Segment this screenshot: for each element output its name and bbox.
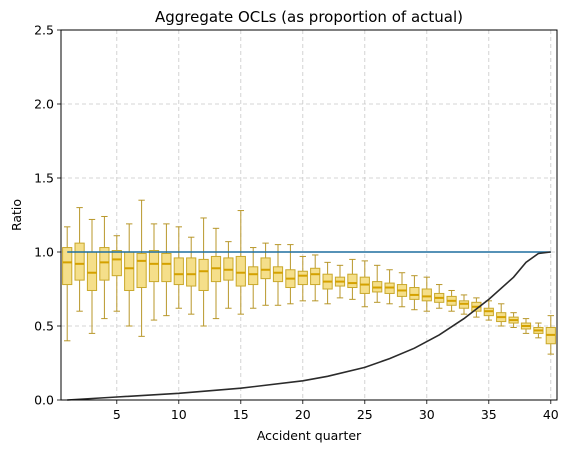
x-tick-label: 10: [171, 407, 187, 422]
box-group: [322, 261, 333, 305]
y-tick-label: 2.5: [34, 23, 54, 38]
box-group: [421, 276, 432, 312]
box-body: [272, 266, 284, 283]
box-group: [235, 210, 246, 315]
box-group: [74, 207, 85, 312]
y-tick-label: 2.0: [34, 97, 54, 112]
y-tick-label: 0.5: [34, 319, 54, 334]
box-body: [347, 273, 358, 289]
box-body: [161, 252, 172, 283]
y-tick-label: 1.5: [34, 171, 54, 186]
box-group: [260, 242, 271, 306]
box-body: [173, 257, 184, 286]
box-group: [297, 255, 308, 302]
box-group: [285, 244, 296, 305]
box-group: [186, 236, 197, 315]
box-group: [396, 272, 408, 308]
box-body: [186, 257, 197, 287]
box-group: [334, 264, 346, 299]
x-tick-label: 30: [419, 407, 435, 422]
box-group: [359, 260, 370, 308]
box-body: [136, 252, 147, 289]
x-tick-label: 35: [481, 407, 497, 422]
box-body: [310, 267, 321, 286]
plot-marks: [62, 199, 556, 401]
box-group: [409, 275, 420, 311]
box-group: [508, 312, 519, 328]
box-body: [235, 255, 246, 287]
cumulative-curve: [67, 251, 551, 401]
box-body: [124, 251, 135, 291]
box-body: [148, 250, 160, 283]
box-body: [248, 266, 259, 286]
box-group: [99, 215, 110, 320]
box-body: [86, 251, 98, 291]
x-tick-label: 15: [233, 407, 249, 422]
box-group: [384, 269, 395, 305]
axis-ticks: 5 10 15 20 25 30 35 40 0.0 0.5 1.0 1.5 2.0 2.5: [34, 23, 559, 423]
x-tick-label: 5: [113, 407, 121, 422]
box-group: [310, 254, 321, 302]
box-group: [520, 318, 532, 334]
box-group: [148, 223, 160, 321]
box-body: [62, 247, 73, 286]
box-body: [421, 288, 432, 302]
box-group: [248, 247, 259, 309]
box-group: [62, 226, 73, 342]
box-group: [136, 199, 147, 337]
box-group: [223, 241, 234, 309]
box-body: [99, 247, 110, 281]
box-group: [372, 264, 383, 303]
box-group: [272, 244, 284, 306]
x-tick-label: 40: [543, 407, 559, 422]
box-body: [198, 258, 209, 291]
box-body: [297, 270, 308, 286]
box-group: [173, 226, 184, 309]
box-body: [111, 250, 122, 277]
box-group: [446, 289, 457, 312]
x-tick-label: 20: [295, 407, 311, 422]
x-tick-label: 25: [357, 407, 373, 422]
x-axis-label: Accident quarter: [257, 428, 362, 443]
box-group: [533, 322, 544, 339]
box-group: [545, 315, 556, 355]
y-tick-label: 0.0: [34, 393, 54, 408]
box-group: [496, 303, 507, 327]
box-group: [161, 223, 172, 317]
box-group: [458, 294, 470, 315]
box-group: [86, 218, 98, 334]
box-body: [409, 287, 420, 300]
box-group: [347, 258, 358, 300]
y-axis-label: Ratio: [9, 199, 24, 231]
box-body: [260, 257, 271, 280]
box-group: [111, 235, 122, 312]
y-tick-label: 1.0: [34, 245, 54, 260]
plot-frame: [60, 29, 558, 401]
box-body: [74, 242, 85, 281]
box-group: [434, 284, 445, 309]
chart-title: Aggregate OCLs (as proportion of actual): [155, 8, 463, 26]
